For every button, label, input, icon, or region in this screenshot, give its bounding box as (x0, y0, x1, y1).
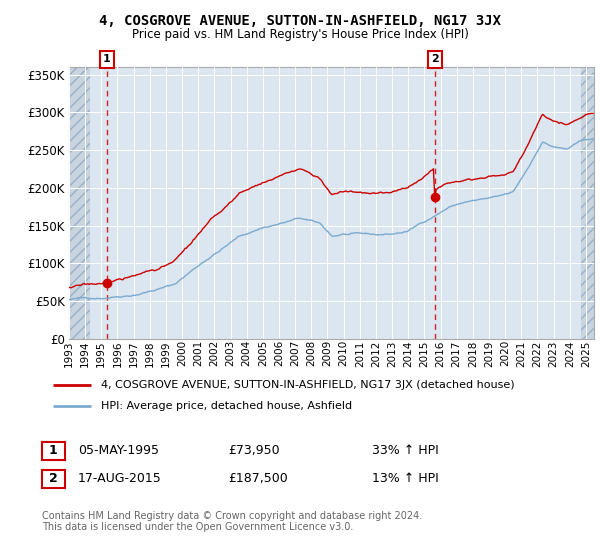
Text: 1: 1 (103, 54, 111, 64)
Text: 4, COSGROVE AVENUE, SUTTON-IN-ASHFIELD, NG17 3JX (detached house): 4, COSGROVE AVENUE, SUTTON-IN-ASHFIELD, … (101, 380, 515, 390)
Text: 17-AUG-2015: 17-AUG-2015 (78, 472, 162, 486)
Text: £73,950: £73,950 (228, 444, 280, 458)
Text: £187,500: £187,500 (228, 472, 288, 486)
Text: 33% ↑ HPI: 33% ↑ HPI (372, 444, 439, 458)
Bar (69, 67, 90, 339)
Text: HPI: Average price, detached house, Ashfield: HPI: Average price, detached house, Ashf… (101, 401, 353, 411)
Text: 4, COSGROVE AVENUE, SUTTON-IN-ASHFIELD, NG17 3JX: 4, COSGROVE AVENUE, SUTTON-IN-ASHFIELD, … (99, 14, 501, 28)
Text: Contains HM Land Registry data © Crown copyright and database right 2024.
This d: Contains HM Land Registry data © Crown c… (42, 511, 422, 533)
Bar (581, 67, 594, 339)
Text: Price paid vs. HM Land Registry's House Price Index (HPI): Price paid vs. HM Land Registry's House … (131, 28, 469, 41)
Bar (581, 67, 594, 339)
Text: 2: 2 (431, 54, 439, 64)
Text: 1: 1 (49, 444, 58, 458)
Text: 05-MAY-1995: 05-MAY-1995 (78, 444, 159, 458)
Text: 13% ↑ HPI: 13% ↑ HPI (372, 472, 439, 486)
Text: 2: 2 (49, 472, 58, 486)
Bar (69, 67, 90, 339)
